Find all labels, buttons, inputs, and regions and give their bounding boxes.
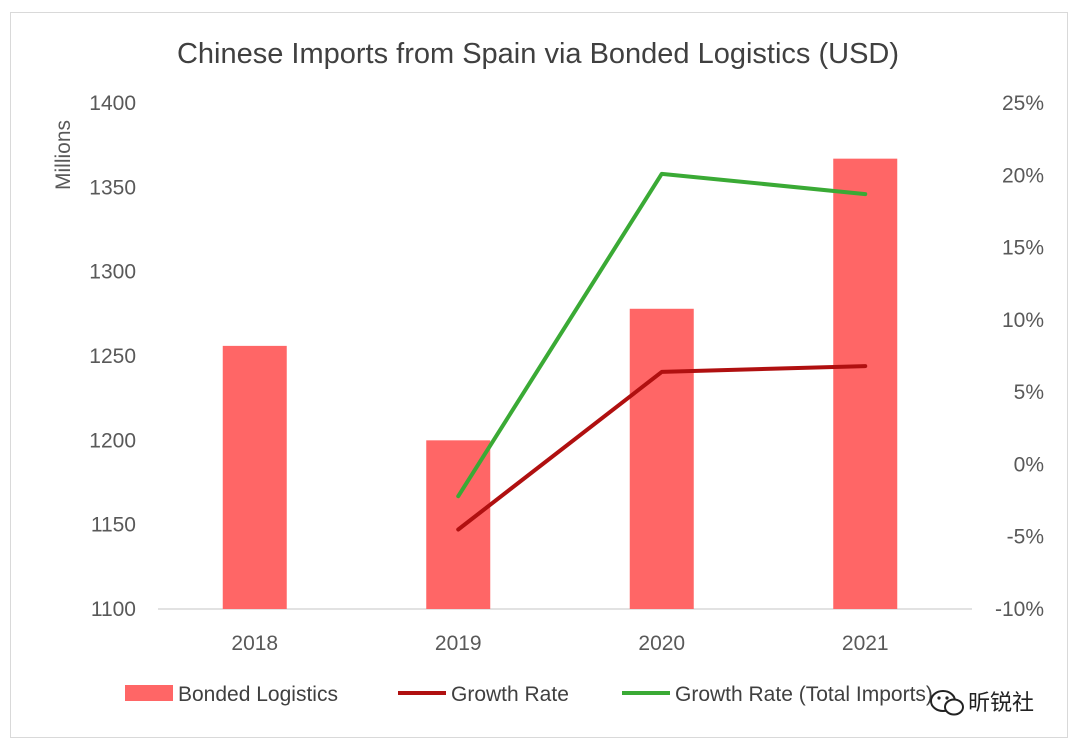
legend-label: Growth Rate <box>451 683 569 706</box>
legend: Bonded Logistics Growth Rate Growth Rate (… <box>125 683 933 706</box>
series-lines <box>456 171 868 532</box>
bar-2018 <box>222 345 287 609</box>
x-tick-label: 2018 <box>231 632 278 655</box>
wechat-icon <box>930 690 964 716</box>
right-tick-label: -5% <box>1007 526 1044 549</box>
right-tick-label: 15% <box>1002 237 1044 260</box>
left-tick-label: 1200 <box>89 429 136 452</box>
legend-label: Bonded Logistics <box>178 683 338 706</box>
right-axis-ticks: -10% -5% 0% 5% 10% 15% 20% 25% <box>995 92 1044 621</box>
left-axis-ticks: 1100 1150 1200 1250 1300 1350 1400 <box>89 92 136 621</box>
right-tick-label: 5% <box>1014 381 1044 404</box>
bars <box>222 158 898 609</box>
right-tick-label: -10% <box>995 598 1044 621</box>
left-tick-label: 1350 <box>89 176 136 199</box>
right-tick-label: 10% <box>1002 309 1044 332</box>
right-tick-label: 20% <box>1002 164 1044 187</box>
line-series-1 <box>456 364 868 532</box>
line-series-2 <box>456 171 868 499</box>
right-tick-label: 25% <box>1002 92 1044 115</box>
left-tick-label: 1150 <box>91 514 136 537</box>
watermark-text: 昕锐社 <box>968 690 1034 715</box>
bar-2020 <box>629 308 694 609</box>
legend-label: Growth Rate (Total Imports) <box>675 683 933 706</box>
left-tick-label: 1100 <box>91 598 136 621</box>
left-tick-label: 1300 <box>89 261 136 284</box>
y-axis-label: Millions <box>52 120 75 190</box>
bar-2019 <box>426 440 491 609</box>
x-tick-label: 2021 <box>842 632 889 655</box>
right-tick-label: 0% <box>1014 453 1044 476</box>
watermark: 昕锐社 <box>930 690 1034 716</box>
x-tick-label: 2019 <box>435 632 482 655</box>
x-tick-label: 2020 <box>638 632 685 655</box>
legend-swatch-bar <box>125 685 173 701</box>
left-tick-label: 1250 <box>89 345 136 368</box>
left-tick-label: 1400 <box>89 92 136 115</box>
chart-title: Chinese Imports from Spain via Bonded Lo… <box>177 38 899 70</box>
bar-2021 <box>833 158 898 609</box>
x-axis-ticks: 2018 2019 2020 2021 <box>231 632 888 655</box>
